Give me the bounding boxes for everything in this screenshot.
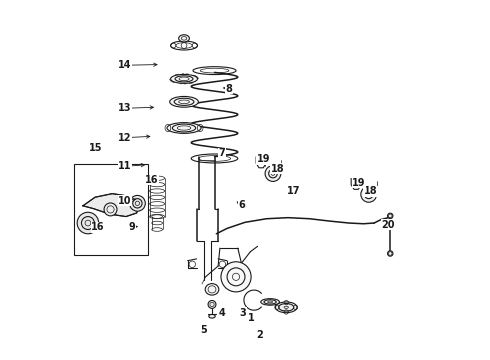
Ellipse shape (179, 35, 190, 42)
Text: 17: 17 (287, 186, 300, 197)
Text: 18: 18 (364, 186, 377, 197)
Bar (74, 164, 148, 255)
Circle shape (361, 186, 377, 202)
Text: 5: 5 (200, 325, 207, 335)
Text: 2: 2 (256, 330, 263, 340)
Text: 16: 16 (91, 222, 105, 232)
Text: 16: 16 (145, 175, 158, 185)
Text: 14: 14 (118, 60, 132, 70)
Text: 20: 20 (382, 220, 395, 230)
Text: 18: 18 (270, 163, 284, 174)
Text: 9: 9 (129, 222, 135, 232)
Text: 15: 15 (90, 143, 103, 153)
Polygon shape (256, 157, 266, 168)
Circle shape (129, 195, 146, 211)
Ellipse shape (388, 251, 393, 256)
Text: 12: 12 (118, 133, 132, 143)
Ellipse shape (388, 213, 393, 219)
Ellipse shape (209, 315, 215, 318)
Text: 7: 7 (219, 148, 225, 158)
Text: 1: 1 (248, 313, 255, 323)
Ellipse shape (261, 299, 279, 305)
Circle shape (77, 212, 98, 234)
Text: 4: 4 (219, 309, 225, 318)
Circle shape (104, 203, 117, 216)
Ellipse shape (170, 96, 198, 107)
Ellipse shape (167, 123, 201, 134)
Ellipse shape (275, 302, 297, 313)
Text: 3: 3 (240, 308, 246, 318)
Ellipse shape (208, 301, 216, 309)
Text: 19: 19 (352, 178, 366, 188)
Text: 6: 6 (238, 200, 245, 210)
Ellipse shape (171, 75, 197, 84)
Polygon shape (83, 194, 139, 217)
Circle shape (221, 262, 251, 292)
Text: 10: 10 (118, 196, 132, 206)
Text: 13: 13 (118, 103, 132, 113)
Circle shape (265, 166, 281, 181)
Ellipse shape (205, 284, 219, 295)
Text: 8: 8 (225, 84, 232, 94)
Text: 19: 19 (257, 154, 270, 164)
Text: 11: 11 (118, 161, 132, 171)
